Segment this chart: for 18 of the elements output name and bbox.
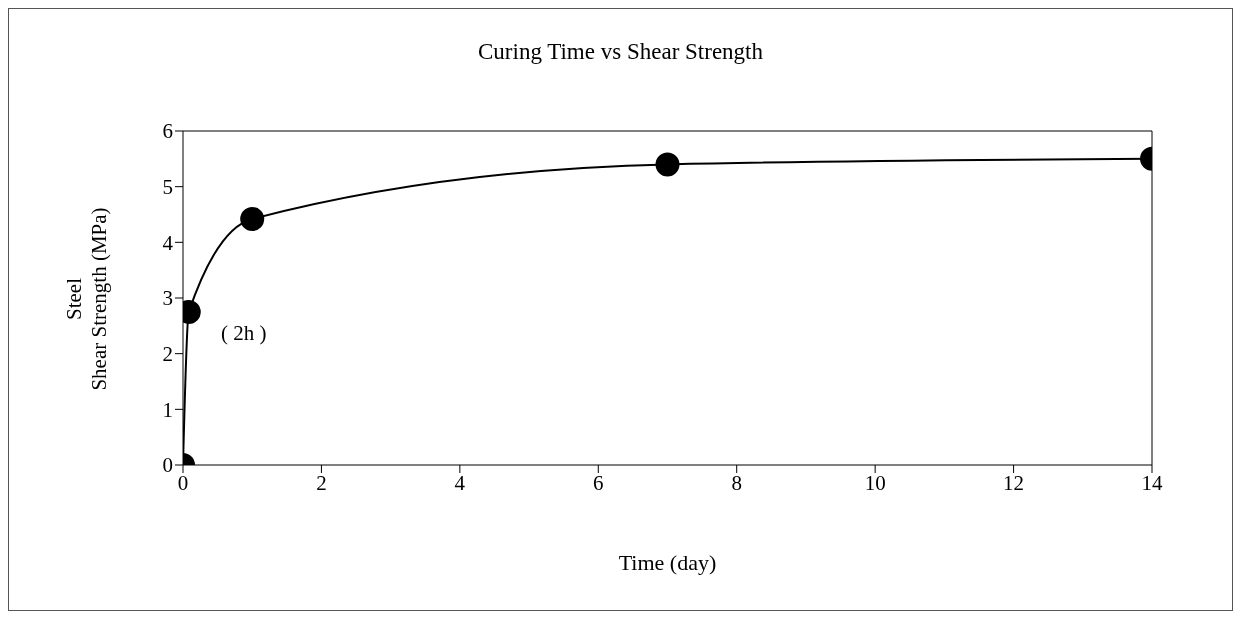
x-tick-label: 12 xyxy=(1003,470,1025,495)
chart-title: Curing Time vs Shear Strength xyxy=(477,39,764,65)
annotation: ( 2h ) xyxy=(220,320,267,345)
y-tick-label: 3 xyxy=(162,286,173,311)
x-tick-label: 4 xyxy=(454,470,466,495)
y-tick-label: 6 xyxy=(162,119,173,144)
y-tick-label: 5 xyxy=(162,175,173,200)
y-axis-title: Steel Shear Strength (MPa) xyxy=(62,207,112,391)
y-tick-label: 0 xyxy=(162,453,173,478)
y-tick-label: 2 xyxy=(162,342,173,367)
x-axis-title: Time (day) xyxy=(618,550,717,575)
y-tick-label: 4 xyxy=(162,230,174,255)
x-tick-label: 14 xyxy=(1141,470,1163,495)
x-tick-label: 2 xyxy=(316,470,327,495)
x-tick-label: 6 xyxy=(593,470,604,495)
x-tick-label: 8 xyxy=(731,470,742,495)
y-tick-label: 1 xyxy=(162,397,173,422)
x-tick-label: 10 xyxy=(864,470,886,495)
